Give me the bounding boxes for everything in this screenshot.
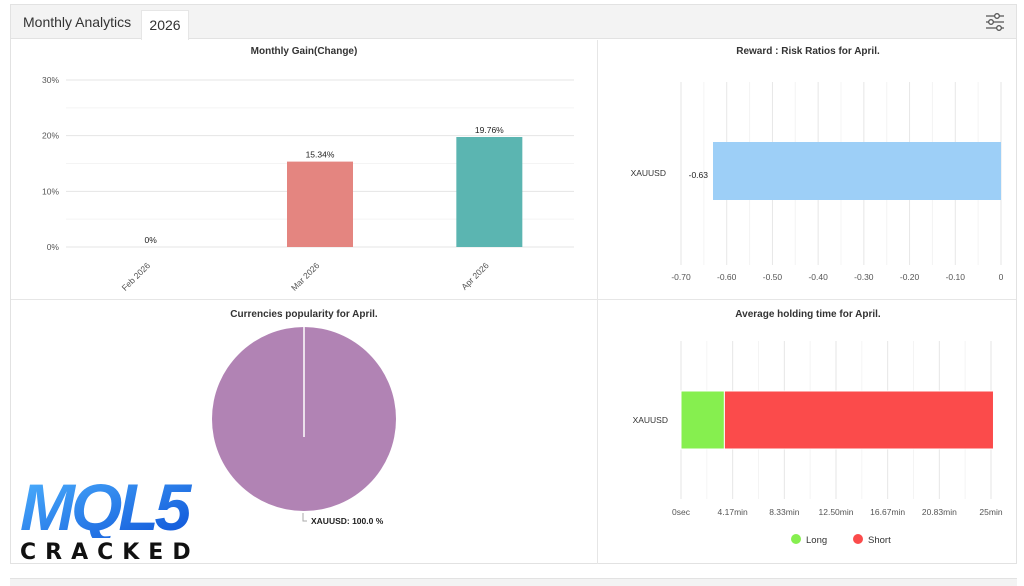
analytics-panel: Monthly Analytics 2026 Monthly Gain(Chan… (10, 4, 1017, 564)
y-tick-label: 0% (47, 242, 60, 252)
reward-risk-chart: -0.70 -0.60 -0.50 -0.40 -0.30 -0.20 -0.10 0 XAUU… (631, 82, 1004, 282)
category-label: XAUUSD (631, 168, 666, 178)
page-title: Monthly Analytics (23, 14, 132, 30)
data-label: 19.76% (475, 125, 504, 135)
x-tick-label: 8.33min (769, 507, 800, 517)
legend-marker-long (791, 534, 801, 544)
x-tick-label: 25min (979, 507, 1002, 517)
bar-xauusd (713, 142, 1001, 200)
data-label: -0.63 (689, 170, 709, 180)
chart-title-monthly-gain: Monthly Gain(Change) (250, 46, 358, 57)
holding-time-chart: 0sec 4.17min 8.33min 12.50min 16.67min 20.83m… (633, 341, 1003, 546)
chart-title-currencies: Currencies popularity for April. (230, 309, 378, 320)
legend-label-long: Long (806, 535, 827, 546)
y-tick-label: 30% (42, 75, 59, 85)
tab-year[interactable]: 2026 (141, 10, 189, 40)
x-tick-label: -0.50 (763, 272, 783, 282)
x-tick-label: Apr 2026 (459, 260, 491, 292)
panel-divider-vertical (597, 40, 598, 564)
svg-text:MQL5: MQL5 (20, 472, 193, 538)
x-tick-label: 12.50min (819, 507, 854, 517)
mql5-logo: MQL5 (20, 472, 197, 538)
x-tick-label: 16.67min (870, 507, 905, 517)
x-tick-label: -0.10 (946, 272, 966, 282)
currencies-pie-chart: XAUUSD: 100.0 % (212, 327, 396, 526)
legend-label-short: Short (868, 535, 891, 546)
bar-mar-2026 (287, 161, 353, 247)
x-tick-label: -0.20 (900, 272, 920, 282)
category-label: XAUUSD (633, 415, 668, 425)
legend-marker-short (853, 534, 863, 544)
x-tick-label: -0.40 (808, 272, 828, 282)
x-tick-label: 4.17min (718, 507, 749, 517)
panel-header: Monthly Analytics 2026 (11, 5, 1016, 40)
watermark-cracked-text: CRACKED (20, 540, 200, 565)
bar-apr-2026 (456, 137, 523, 247)
chart-title-holding: Average holding time for April. (735, 309, 881, 320)
x-tick-label: Feb 2026 (120, 260, 153, 293)
pie-slice-label: XAUUSD: 100.0 % (311, 516, 384, 526)
pie-label-connector (302, 513, 307, 522)
x-tick-label: 0sec (672, 507, 691, 517)
data-label: 15.34% (306, 150, 335, 160)
x-tick-label: 20.83min (922, 507, 957, 517)
x-tick-label: 0 (999, 272, 1004, 282)
monthly-gain-chart: 0% 10% 20% 30% 0% Feb 2026 15.34% Mar 2026 19.76… (42, 75, 574, 293)
bar-long (680, 390, 725, 450)
x-tick-label: Mar 2026 (289, 260, 322, 293)
x-tick-label: -0.60 (717, 272, 737, 282)
settings-sliders-icon[interactable] (984, 11, 1006, 33)
data-label: 0% (145, 235, 158, 245)
bottom-panel-edge (10, 578, 1017, 586)
bar-short (723, 390, 994, 450)
chart-title-reward-risk: Reward : Risk Ratios for April. (736, 46, 880, 57)
x-tick-label: -0.30 (854, 272, 874, 282)
y-tick-label: 20% (42, 131, 59, 141)
panel-divider-horizontal (11, 299, 1016, 300)
x-tick-label: -0.70 (671, 272, 691, 282)
y-tick-label: 10% (42, 186, 59, 196)
